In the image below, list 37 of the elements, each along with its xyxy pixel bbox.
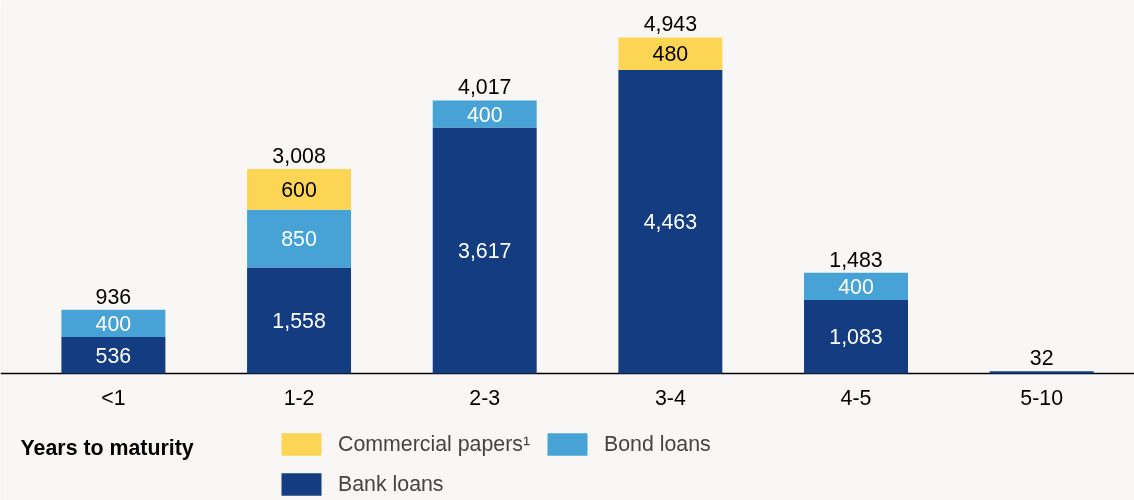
data-label: 480 bbox=[652, 42, 689, 67]
bar bbox=[61, 337, 166, 374]
total-label: 32 bbox=[1029, 346, 1054, 371]
data-label: 400 bbox=[95, 311, 132, 336]
x-tick-label: 1-2 bbox=[283, 386, 315, 410]
bar bbox=[247, 267, 352, 374]
legend-label: Bond loans bbox=[604, 430, 711, 458]
bar bbox=[432, 127, 537, 374]
data-label: 400 bbox=[466, 102, 503, 127]
bar bbox=[247, 209, 352, 268]
x-tick-label: 4-5 bbox=[840, 386, 872, 410]
data-label: 3,617 bbox=[458, 239, 512, 264]
bar bbox=[618, 70, 723, 374]
x-tick-label: 3-4 bbox=[654, 386, 686, 410]
data-label: 1,083 bbox=[829, 325, 883, 350]
legend-label: Bank loans bbox=[338, 470, 444, 498]
bar bbox=[247, 169, 352, 210]
data-label: 850 bbox=[281, 227, 317, 252]
data-label: 600 bbox=[281, 177, 317, 202]
data-label: 400 bbox=[838, 274, 874, 299]
total-label: 936 bbox=[95, 284, 132, 309]
total-label: 3,008 bbox=[272, 144, 326, 169]
bar bbox=[432, 100, 537, 128]
data-label: 1,558 bbox=[272, 309, 326, 334]
total-label: 4,017 bbox=[458, 75, 512, 100]
bar bbox=[618, 37, 723, 71]
x-axis-title: Years to maturity bbox=[20, 435, 194, 460]
x-tick-label: <1 bbox=[101, 385, 126, 410]
x-tick-label: 5-10 bbox=[1020, 386, 1064, 410]
data-label: 536 bbox=[95, 343, 132, 368]
bar bbox=[989, 371, 1094, 374]
total-label: 1,483 bbox=[829, 247, 883, 272]
data-label: 4,463 bbox=[643, 210, 698, 235]
x-tick-label: 2-3 bbox=[469, 386, 501, 410]
bar bbox=[804, 299, 908, 374]
total-label: 4,943 bbox=[643, 12, 698, 37]
legend-label: Commercial papers¹ bbox=[338, 430, 531, 458]
